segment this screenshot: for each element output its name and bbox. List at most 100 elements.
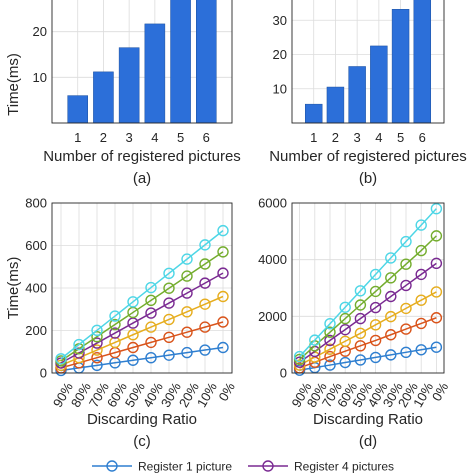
series-line — [60, 346, 224, 372]
series-line — [299, 317, 437, 369]
series-marker — [181, 253, 193, 265]
series-marker — [385, 329, 397, 341]
series-marker — [163, 282, 175, 294]
series-marker — [109, 310, 121, 322]
series-marker — [415, 317, 427, 330]
series-marker — [339, 312, 351, 325]
x-axis-label: Number of registered pictures — [269, 148, 467, 165]
series-marker — [339, 323, 351, 336]
series-marker — [430, 312, 443, 324]
x-axis-label: Discarding Ratio — [313, 411, 423, 428]
series-marker — [324, 326, 336, 338]
series-marker — [430, 257, 443, 270]
series-marker — [293, 359, 306, 371]
y-tick-label: 6000 — [258, 196, 287, 211]
series-marker — [400, 302, 412, 315]
y-tick-label: 20 — [273, 47, 287, 62]
series-marker — [127, 329, 139, 341]
y-tick-label: 0 — [280, 366, 287, 381]
series-marker — [91, 359, 103, 372]
bar — [170, 0, 191, 124]
series-marker — [400, 346, 412, 359]
series-marker — [415, 344, 427, 356]
series-marker — [91, 337, 103, 349]
bar — [67, 95, 88, 124]
series-marker — [354, 354, 367, 366]
series-marker — [324, 334, 336, 347]
y-tick-label: 0 — [40, 366, 47, 381]
bar — [304, 103, 323, 124]
x-tick-label: 4 — [151, 130, 158, 145]
series-marker — [385, 272, 397, 284]
series-marker — [324, 350, 336, 363]
series-marker — [127, 354, 139, 366]
y-tick-label: 400 — [25, 281, 47, 296]
series-marker — [369, 334, 382, 347]
series-line — [299, 346, 437, 371]
series-marker — [324, 343, 336, 355]
series-marker — [199, 298, 211, 310]
series-marker — [217, 316, 229, 328]
x-tick-label: 0% — [216, 379, 239, 403]
series-marker — [181, 346, 193, 359]
x-tick-label: 5 — [177, 130, 184, 145]
x-tick-label: 4 — [375, 130, 382, 145]
series-marker — [109, 327, 121, 339]
series-marker — [91, 330, 103, 343]
series-marker — [339, 301, 351, 313]
legend: Register 1 picture Register 4 pictures — [92, 460, 394, 474]
y-tick-label: 4000 — [258, 252, 287, 267]
series-marker — [430, 202, 443, 215]
series-marker — [91, 344, 103, 356]
bar — [144, 23, 166, 124]
bar — [93, 71, 114, 124]
series-marker — [163, 297, 175, 309]
axes-frame — [291, 0, 445, 124]
series-marker — [293, 350, 306, 363]
x-tick-label: 2 — [100, 130, 107, 145]
axes-frame — [51, 202, 233, 374]
series-marker — [369, 351, 382, 364]
series-marker — [91, 324, 103, 336]
panel-d: 020004000600090%80%70%60%50%40%30%20%10%… — [258, 196, 451, 451]
series-marker — [385, 290, 397, 303]
series-marker — [181, 287, 193, 299]
series-marker — [354, 327, 367, 340]
bar — [370, 45, 388, 124]
series-line — [299, 291, 437, 366]
series-marker — [199, 277, 211, 289]
series-line — [60, 272, 224, 364]
series-marker — [430, 230, 443, 242]
y-tick-label: 20 — [33, 24, 47, 39]
series-line — [60, 321, 224, 369]
series-marker — [324, 359, 336, 371]
series-marker — [324, 318, 336, 330]
legend-marker — [106, 460, 118, 472]
series-marker — [199, 258, 211, 270]
series-marker — [415, 219, 427, 231]
series-marker — [415, 294, 427, 306]
series-marker — [127, 341, 139, 354]
series-marker — [415, 244, 427, 257]
bar — [326, 86, 345, 124]
y-tick-label: 2000 — [258, 309, 287, 324]
series-line — [299, 208, 437, 358]
series-marker — [293, 353, 306, 366]
series-line — [60, 230, 224, 360]
series-marker — [145, 294, 157, 307]
series-marker — [309, 334, 321, 346]
y-tick-label: 600 — [25, 238, 47, 253]
panel-b: 10203040123456Number of registered pictu… — [269, 0, 467, 187]
series-line — [60, 295, 224, 367]
series-marker — [339, 356, 351, 369]
bar — [196, 0, 217, 124]
y-tick-label: 200 — [25, 323, 47, 338]
series-marker — [199, 344, 211, 356]
series-marker — [199, 239, 211, 251]
x-tick-label: 5 — [397, 130, 404, 145]
series-marker — [385, 349, 397, 361]
x-tick-label: 2 — [332, 130, 339, 145]
bar — [413, 0, 432, 124]
legend-label: Register 4 pictures — [294, 460, 394, 474]
